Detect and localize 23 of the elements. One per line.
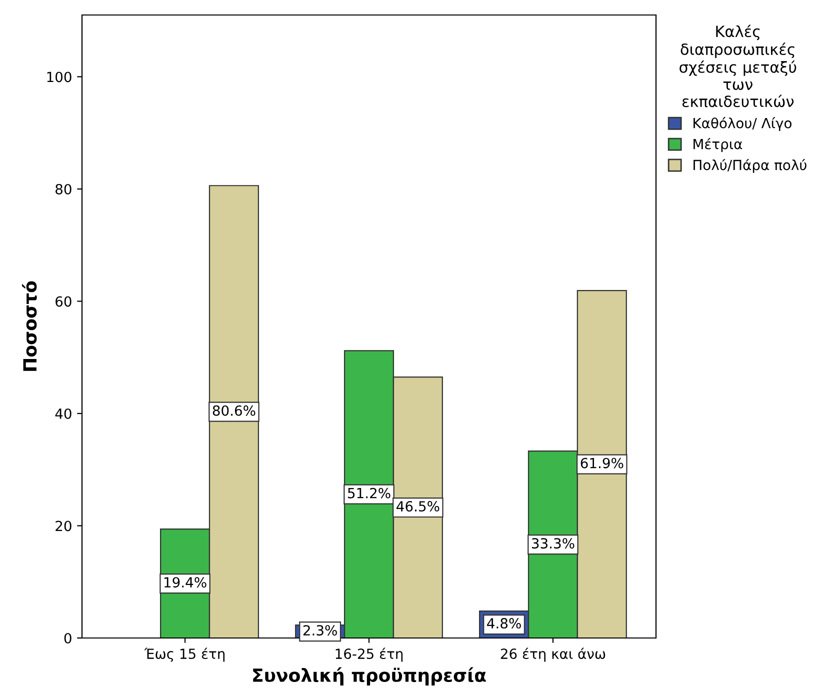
x-tick-label: 16-25 έτη [336, 648, 403, 662]
data-label: 80.6% [212, 405, 256, 416]
y-tick-label: 20 [56, 520, 72, 532]
legend-label: Πολύ/Πάρα πολύ [694, 158, 806, 173]
x-axis-title: Συνολική προϋπηρεσία [253, 667, 486, 686]
y-tick-label: 100 [47, 72, 72, 82]
data-label: 4.8% [487, 618, 521, 629]
x-tick-label: 26 έτη και άνω [500, 648, 606, 662]
data-label: 51.2% [348, 488, 390, 498]
legend-label: Μέτρια [694, 138, 742, 152]
data-label: 61.9% [580, 458, 624, 468]
y-tick-label: 40 [55, 408, 72, 419]
legend-label: Καθόλου/ Λίγο [694, 117, 792, 132]
y-tick-label: 80 [56, 184, 72, 194]
x-tick-label: Έως 15 έτη [144, 648, 225, 662]
y-axis-title: Ποσοστό [22, 281, 37, 371]
data-label: 19.4% [164, 577, 206, 588]
y-tick-label: 60 [56, 296, 72, 307]
data-label: 2.3% [303, 625, 337, 636]
data-label: 46.5% [396, 501, 440, 512]
data-label: 33.3% [532, 538, 574, 549]
legend-title: Καλές διαπροσωπικές σχέσεις μεταξύ των εκπαιδευτικών [680, 24, 796, 108]
y-tick-label: 0 [64, 632, 72, 644]
